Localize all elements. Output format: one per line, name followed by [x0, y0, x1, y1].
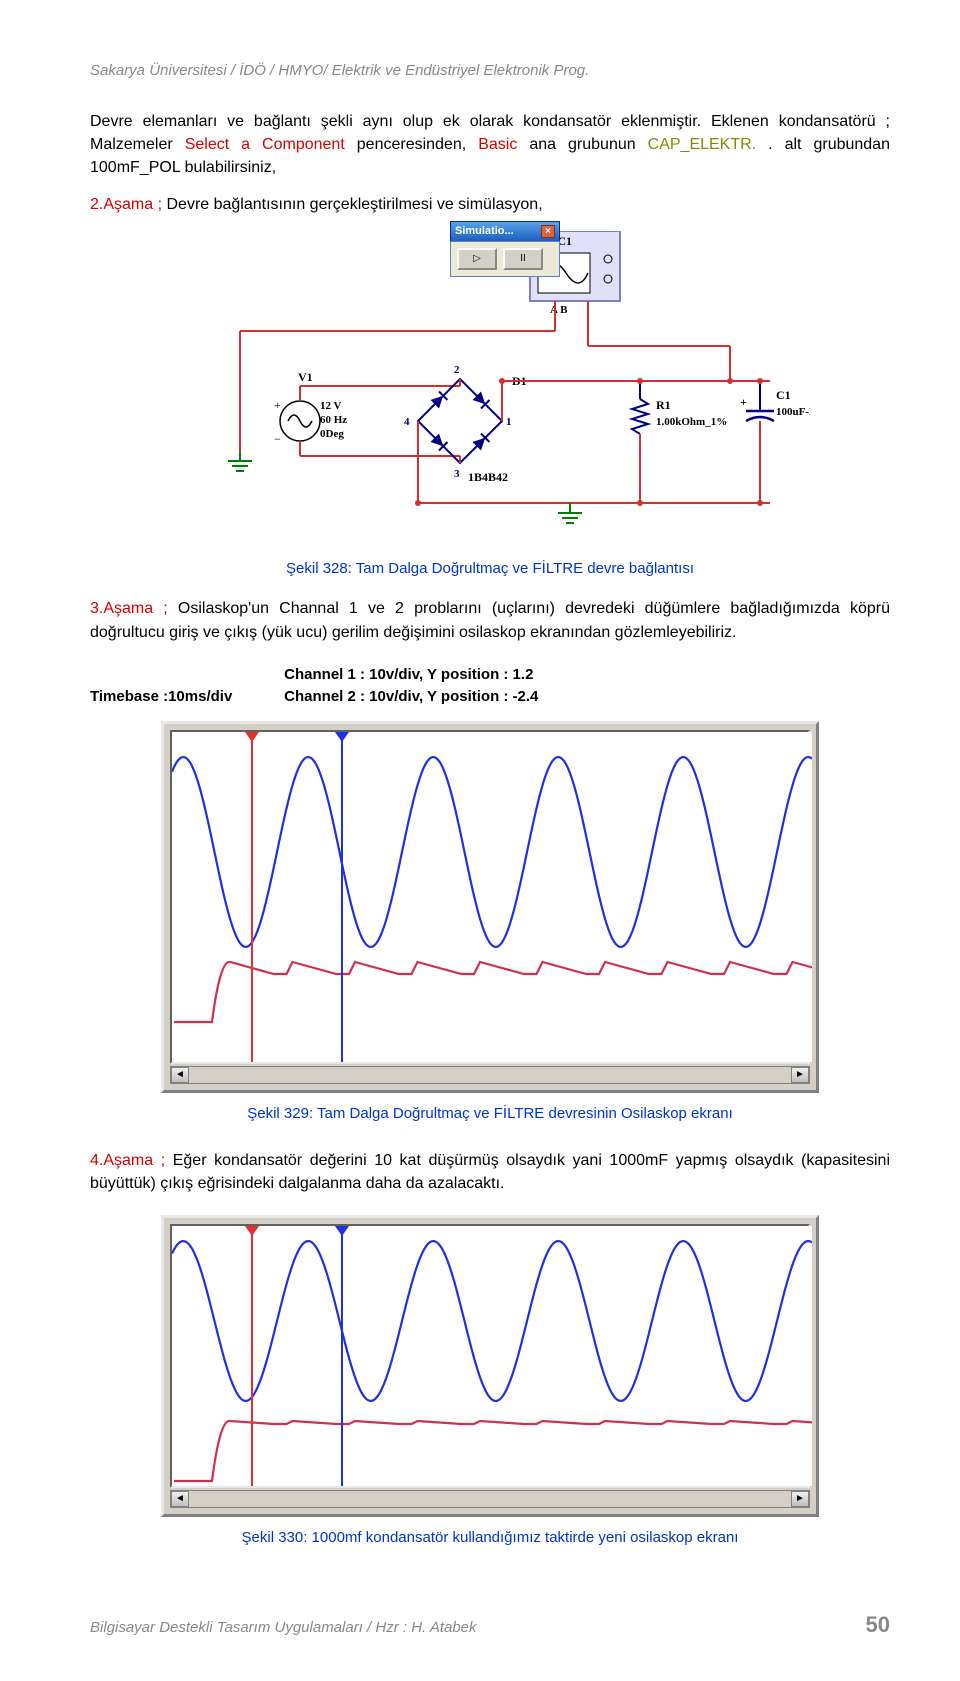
circuit-figure: Simulatio... × ▷ II XSC1A B+−V112 V60 Hz… — [170, 231, 810, 548]
intro-p2: penceresinden, — [357, 136, 478, 153]
intro-sel: Select a Component — [185, 136, 345, 153]
step4-para: 4.Aşama ; Eğer kondansatör değerini 10 k… — [90, 1149, 890, 1195]
svg-text:A B: A B — [550, 304, 568, 316]
timebase-label: Timebase :10ms/div — [90, 686, 280, 708]
step3-text: Osilaskop'un Channal 1 ve 2 problarını (… — [90, 600, 890, 640]
scope1-frame: ◄ ► — [161, 721, 819, 1093]
simwin-titlebar[interactable]: Simulatio... × — [450, 221, 560, 242]
svg-text:60 Hz: 60 Hz — [320, 414, 347, 426]
svg-text:3: 3 — [454, 468, 460, 480]
svg-text:4: 4 — [404, 416, 410, 428]
intro-cap: CAP_ELEKTR. — [648, 136, 756, 153]
svg-text:+: + — [740, 395, 747, 409]
figure-329-caption: Şekil 329: Tam Dalga Doğrultmaç ve FİLTR… — [90, 1103, 890, 1125]
svg-text:2: 2 — [454, 364, 460, 376]
step2-text: Devre bağlantısının gerçekleştirilmesi v… — [166, 196, 542, 213]
svg-text:1B4B42: 1B4B42 — [468, 470, 508, 484]
intro-para: Devre elemanları ve bağlantı şekli aynı … — [90, 110, 890, 180]
play-button[interactable]: ▷ — [457, 248, 497, 270]
close-icon[interactable]: × — [541, 225, 555, 238]
intro-p3: ana grubunun — [529, 136, 647, 153]
simwin-title: Simulatio... — [455, 224, 514, 240]
footer-text: Bilgisayar Destekli Tasarım Uygulamaları… — [90, 1617, 477, 1639]
page-footer: Bilgisayar Destekli Tasarım Uygulamaları… — [90, 1609, 890, 1641]
step3-para: 3.Aşama ; Osilaskop'un Channal 1 ve 2 pr… — [90, 597, 890, 643]
step2-label: 2.Aşama ; — [90, 196, 166, 213]
scroll-left-icon[interactable]: ◄ — [171, 1067, 189, 1083]
oscilloscope-settings: Timebase :10ms/div Channel 1 : 10v/div, … — [90, 664, 890, 708]
svg-text:1.00kOhm_1%: 1.00kOhm_1% — [656, 416, 727, 428]
scope1-scrollbar[interactable]: ◄ ► — [170, 1066, 810, 1084]
scope2-frame: ◄ ► — [161, 1215, 819, 1517]
ch2-setting: Channel 2 : 10v/div, Y position : -2.4 — [284, 688, 538, 705]
svg-text:1: 1 — [506, 416, 512, 428]
scope1-screen — [172, 732, 812, 1062]
pause-button[interactable]: II — [503, 248, 543, 270]
step2-para: 2.Aşama ; Devre bağlantısının gerçekleşt… — [90, 193, 890, 216]
scroll-left-icon[interactable]: ◄ — [171, 1491, 189, 1507]
ch1-setting: Channel 1 : 10v/div, Y position : 1.2 — [284, 666, 533, 683]
svg-text:−: − — [274, 432, 281, 446]
scroll-right-icon[interactable]: ► — [791, 1067, 809, 1083]
scope2-scrollbar[interactable]: ◄ ► — [170, 1490, 810, 1508]
scope2-screen — [172, 1226, 812, 1486]
figure-328-caption: Şekil 328: Tam Dalga Doğrultmaç ve FİLTR… — [90, 558, 890, 580]
svg-text:C1: C1 — [776, 388, 791, 402]
svg-text:12 V: 12 V — [320, 400, 342, 412]
simulation-toolbar: Simulatio... × ▷ II — [450, 221, 560, 278]
svg-text:R1: R1 — [656, 398, 671, 412]
figure-330-caption: Şekil 330: 1000mf kondansatör kullandığı… — [90, 1527, 890, 1549]
scroll-right-icon[interactable]: ► — [791, 1491, 809, 1507]
svg-text:+: + — [274, 398, 281, 412]
step4-label: 4.Aşama ; — [90, 1152, 173, 1169]
step4-text: Eğer kondansatör değerini 10 kat düşürmü… — [90, 1152, 890, 1192]
svg-text:100uF-POL: 100uF-POL — [776, 406, 810, 418]
page-number: 50 — [866, 1609, 890, 1641]
svg-text:V1: V1 — [298, 370, 313, 384]
svg-text:0Deg: 0Deg — [320, 428, 344, 440]
page-header: Sakarya Üniversitesi / İDÖ / HMYO/ Elekt… — [90, 60, 890, 82]
step3-label: 3.Aşama ; — [90, 600, 178, 617]
intro-basic: Basic — [478, 136, 517, 153]
